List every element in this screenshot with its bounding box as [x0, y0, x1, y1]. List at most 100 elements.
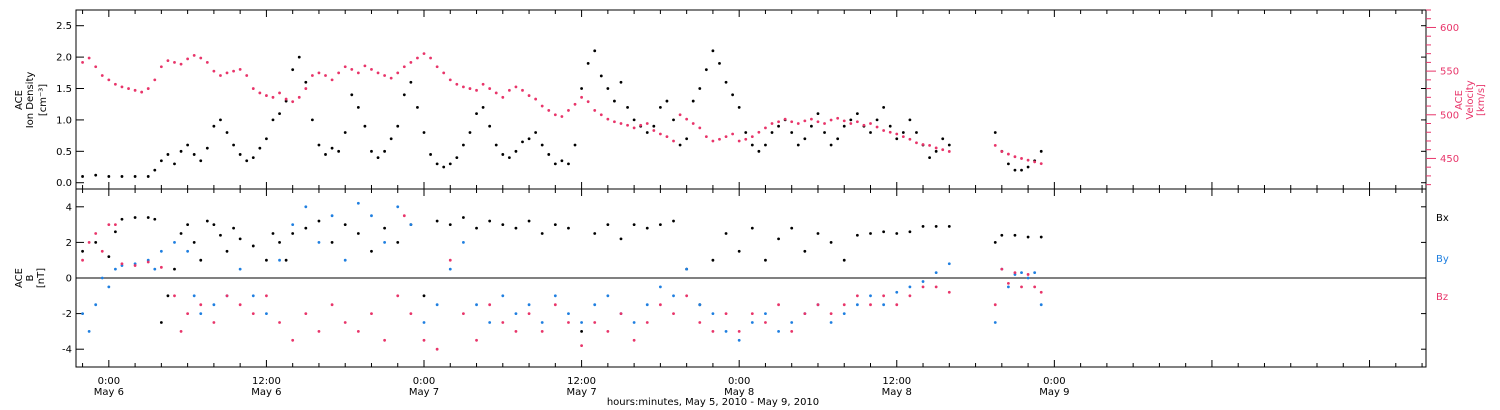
b-bx-point: [212, 223, 216, 227]
velocity-point: [586, 100, 590, 104]
velocity-point: [179, 62, 183, 66]
ion-density-point: [212, 124, 216, 128]
ion-density-point: [869, 131, 872, 134]
b-bx-point: [343, 223, 347, 227]
ion-density-point: [507, 156, 511, 159]
ion-density-point: [442, 165, 446, 169]
velocity-point: [81, 60, 84, 64]
ion-density-point: [560, 159, 564, 163]
b-bx-point: [842, 258, 846, 262]
velocity-point: [212, 69, 216, 73]
b-bz-point: [304, 312, 308, 315]
x-tick-label-time: 0:00: [413, 376, 435, 387]
ion-density-point: [599, 74, 603, 78]
b-bz-point: [921, 285, 925, 289]
bottom-y-tick-label: -2: [62, 309, 72, 320]
b-bx-point: [284, 258, 288, 262]
b-by-point: [343, 258, 347, 262]
b-by-point: [409, 223, 413, 227]
b-by-point: [265, 312, 268, 315]
velocity-point: [757, 130, 761, 134]
velocity-point: [882, 129, 886, 132]
ion-density-point: [842, 124, 846, 128]
ion-density-point: [855, 112, 859, 116]
velocity-point: [711, 139, 715, 143]
ion-density-point: [816, 112, 820, 116]
velocity-point: [770, 122, 774, 125]
x-tick-label-date: May 8: [724, 387, 754, 398]
velocity-point: [416, 56, 419, 60]
b-by-point: [304, 205, 308, 209]
ion-density-point: [1013, 168, 1017, 172]
ion-density-point: [757, 149, 761, 153]
velocity-point: [120, 85, 124, 89]
velocity-point: [140, 90, 144, 94]
ion-density-point: [810, 124, 813, 128]
velocity-point: [639, 123, 643, 127]
velocity-point: [251, 87, 255, 90]
velocity-point: [521, 88, 524, 92]
b-by-point: [113, 267, 117, 271]
b-bz-point: [265, 294, 268, 298]
b-bx-point: [475, 226, 478, 230]
x-tick-label-time: 0:00: [98, 376, 120, 387]
b-by-point: [750, 321, 754, 324]
ion-density-point: [297, 55, 301, 59]
velocity-point: [842, 119, 846, 123]
b-bz-point: [698, 321, 702, 324]
ion-density-point: [455, 156, 459, 159]
b-bz-point: [501, 321, 505, 324]
b-bx-point: [777, 237, 780, 241]
b-bz-point: [462, 312, 465, 315]
ion-density-point: [416, 105, 419, 109]
velocity-point: [783, 117, 787, 121]
ion-density-point: [514, 149, 518, 153]
velocity-point: [501, 95, 505, 99]
ion-density-point: [356, 105, 360, 109]
top-right-y-tick-label: 600: [1440, 23, 1459, 34]
b-bx-point: [1039, 235, 1043, 239]
velocity-point: [258, 91, 262, 95]
velocity-point: [475, 88, 478, 92]
ion-density-point: [750, 143, 754, 147]
b-bz-point: [869, 303, 872, 307]
ion-density-point: [691, 99, 695, 103]
ion-density-point: [120, 175, 124, 178]
velocity-point: [356, 71, 360, 75]
velocity-point: [146, 87, 150, 90]
ion-density-point: [343, 131, 347, 134]
velocity-point: [790, 120, 794, 124]
velocity-point: [127, 87, 130, 90]
velocity-point: [855, 120, 859, 124]
velocity-point: [908, 137, 912, 141]
top-ylabel-line1: ACE: [14, 90, 25, 110]
ion-density-point: [928, 156, 931, 159]
velocity-point: [396, 71, 400, 75]
b-bx-point: [553, 223, 557, 227]
b-bx-point: [724, 232, 728, 235]
ion-density-point: [186, 143, 190, 147]
ion-density-point: [534, 131, 538, 134]
b-bx-point: [166, 294, 170, 298]
b-bx-point: [232, 226, 235, 230]
b-bz-point: [179, 330, 183, 333]
b-bz-point: [777, 303, 780, 307]
b-bx-point: [94, 241, 98, 244]
b-bz-point: [199, 303, 203, 307]
b-bz-point: [435, 347, 439, 351]
ion-density-point: [468, 131, 472, 134]
b-bz-point: [580, 344, 583, 348]
velocity-point: [1026, 158, 1030, 162]
x-tick-label-time: 12:00: [882, 376, 911, 387]
velocity-point: [350, 67, 354, 71]
b-bx-point: [199, 258, 203, 262]
velocity-point: [672, 139, 675, 143]
velocity-point: [488, 87, 492, 90]
b-bx-point: [219, 233, 222, 237]
ion-density-point: [146, 175, 150, 178]
ion-density-point: [1026, 165, 1030, 169]
b-by-point: [764, 312, 767, 315]
ion-density-point: [915, 131, 918, 134]
x-tick-label-date: May 8: [882, 387, 912, 398]
velocity-point: [619, 122, 623, 125]
